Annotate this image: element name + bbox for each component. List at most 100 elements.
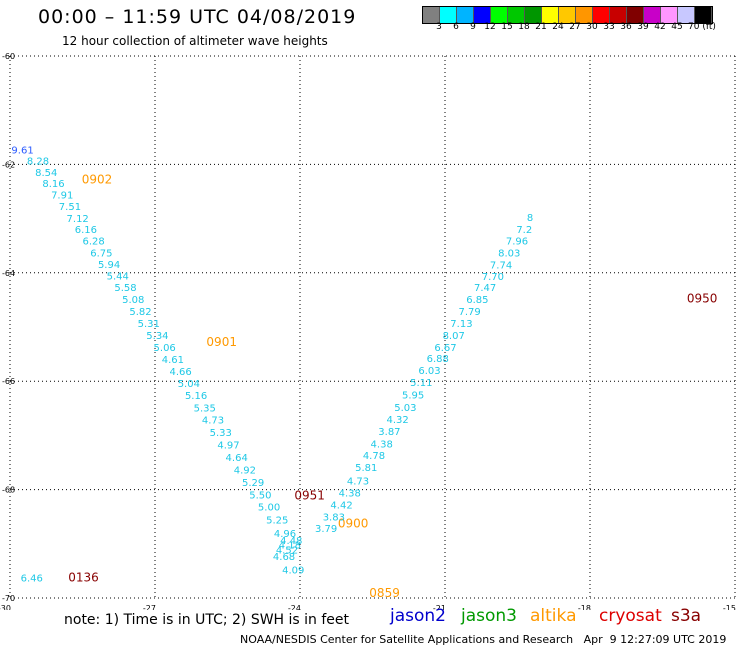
wave-height-value: 8.54 [35, 168, 57, 179]
colorbar-label: 12 [484, 22, 496, 32]
colorbar-label: 21 [535, 22, 547, 32]
wave-height-value: 5.25 [266, 516, 288, 527]
mission-jason2: jason2 [390, 606, 446, 626]
wave-height-value: 5.11 [410, 378, 432, 389]
x-tick-label: -15 [723, 604, 736, 610]
colorbar-label: 24 [552, 22, 564, 32]
colorbar-swatch [678, 7, 695, 23]
wave-height-value: 8.03 [498, 249, 520, 260]
colorbar-label: 70 (ft) [688, 22, 716, 32]
wave-height-value: 5.08 [122, 295, 144, 306]
wave-height-value: 6.85 [466, 295, 488, 306]
colorbar-swatch [457, 7, 474, 23]
wave-height-value: 5.82 [129, 307, 151, 318]
wave-height-value: 8.16 [42, 179, 64, 190]
wave-height-value: 7.96 [506, 237, 528, 248]
time-label: 0859 [369, 586, 400, 600]
wave-height-value: 4.61 [162, 355, 184, 366]
wave-height-value: 4.78 [363, 451, 385, 462]
wave-height-value: 6.28 [82, 237, 104, 248]
wave-height-value: 5.16 [185, 391, 207, 402]
wave-height-value: 5.44 [107, 271, 129, 282]
colorbar-swatch [695, 7, 712, 23]
colorbar-label: 33 [603, 22, 615, 32]
time-label: 0950 [687, 292, 718, 306]
colorbar-swatch [644, 7, 661, 23]
time-label: 0900 [338, 517, 369, 531]
wave-height-value: 7.51 [59, 202, 81, 213]
wave-height-value: 5.34 [146, 331, 168, 342]
wave-height-value: 5.06 [154, 343, 176, 354]
wave-height-value: 5.00 [258, 503, 280, 514]
colorbar-swatch [525, 7, 542, 23]
wave-height-colorbar [422, 6, 713, 24]
wave-height-value: 5.81 [355, 463, 377, 474]
wave-height-value: 4.52 [276, 546, 298, 557]
wave-height-value: 5.04 [178, 379, 200, 390]
wave-height-value: 4.73 [347, 477, 369, 488]
wave-height-value: 6.03 [418, 366, 440, 377]
wave-height-value: 5.58 [114, 283, 136, 294]
wave-height-value: 7.91 [51, 191, 73, 202]
colorbar-swatch [491, 7, 508, 23]
wave-height-value: 9.61 [11, 146, 33, 157]
credit-line: NOAA/NESDIS Center for Satellite Applica… [240, 633, 727, 646]
colorbar-label: 6 [453, 22, 459, 32]
colorbar-label: 39 [637, 22, 649, 32]
colorbar-labels: 3 6 9 12 15 18 21 24 27 30 33 36 39 42 45 70 (ft) [422, 22, 740, 34]
time-label: 0136 [68, 571, 99, 585]
wave-height-value: 4.38 [339, 489, 361, 500]
mission-jason3: jason3 [461, 606, 517, 626]
colorbar-swatch [576, 7, 593, 23]
wave-height-value: 5.33 [210, 428, 232, 439]
time-label: 0951 [294, 488, 325, 502]
x-tick-label: -27 [143, 604, 156, 610]
wave-height-value: 3.79 [315, 524, 337, 535]
wave-height-value: 4.48 [280, 536, 302, 547]
wave-height-value: 6.75 [90, 249, 112, 260]
wave-height-value: 7.13 [450, 319, 472, 330]
wave-height-value: 4.92 [234, 465, 256, 476]
colorbar-swatch [542, 7, 559, 23]
wave-height-value: 8 [527, 213, 533, 224]
wave-height-value: 7.74 [490, 260, 512, 271]
colorbar-swatch [508, 7, 525, 23]
colorbar-label: 36 [620, 22, 632, 32]
wave-height-value: 6.67 [434, 343, 456, 354]
colorbar-swatch [474, 7, 491, 23]
y-tick-label: -64 [2, 269, 15, 278]
wave-height-value: 7.2 [516, 225, 532, 236]
wave-height-value: 8.28 [27, 156, 49, 167]
colorbar-swatch [661, 7, 678, 23]
colorbar-label: 3 [436, 22, 442, 32]
footer-note: note: 1) Time is in UTC; 2) SWH is in fe… [64, 612, 350, 628]
wave-height-map: -30 -27 -24 -21 -18 -15 -60 -62 -64 -66 -68 -70 9.61… [0, 52, 736, 610]
colorbar-swatch [423, 7, 440, 23]
colorbar-label: 42 [654, 22, 666, 32]
x-tick-label: -18 [578, 604, 591, 610]
time-label: 0901 [206, 335, 237, 349]
wave-height-value: 8.07 [443, 331, 465, 342]
x-tick-label: -21 [433, 604, 446, 610]
colorbar-label: 27 [569, 22, 581, 32]
wave-height-value: 4.66 [169, 367, 191, 378]
wave-height-value: 7.12 [67, 214, 89, 225]
wave-height-value: 4.97 [217, 440, 239, 451]
wave-height-value: 5.50 [249, 490, 271, 501]
wave-height-value: 5.95 [402, 391, 424, 402]
colorbar-swatch [593, 7, 610, 23]
x-tick-label: -30 [0, 604, 11, 610]
mission-s3a: s3a [671, 606, 702, 626]
wave-height-value: 4.18 [279, 541, 301, 552]
wave-height-value: 6.16 [75, 225, 97, 236]
colorbar-swatch [610, 7, 627, 23]
wave-height-value: 4.38 [371, 439, 393, 450]
mission-cryosat: cryosat [599, 606, 662, 626]
y-tick-label: -70 [2, 594, 15, 603]
colorbar-label: 30 [586, 22, 598, 32]
colorbar-swatch [440, 7, 457, 23]
wave-height-value: 7.47 [474, 283, 496, 294]
wave-height-value: 4.32 [387, 415, 409, 426]
wave-height-value: 5.29 [242, 478, 264, 489]
y-tick-label: -60 [2, 52, 15, 61]
